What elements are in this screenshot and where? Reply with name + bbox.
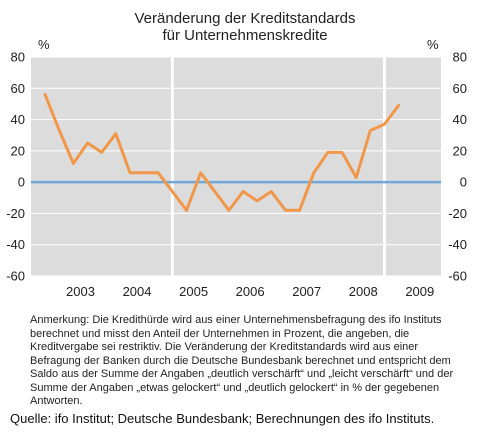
series-line-0 xyxy=(43,93,401,212)
y-unit-left: % xyxy=(38,37,50,52)
chart-title-line-2: für Unternehmenskredite xyxy=(162,27,328,44)
x-tick-label: 2005 xyxy=(179,284,208,299)
y-tick-label-right: 0 xyxy=(460,175,467,190)
x-tick-label: 2008 xyxy=(349,284,378,299)
y-tick-label-right: 60 xyxy=(453,81,467,96)
y-tick-label-left: 40 xyxy=(11,112,25,127)
y-tick-label-right: 20 xyxy=(453,143,467,158)
x-tick-label: 2007 xyxy=(292,284,321,299)
source-line: Quelle: ifo Institut; Deutsche Bundesban… xyxy=(10,411,435,426)
y-tick-label-right: -60 xyxy=(448,269,467,284)
x-tick-label: 2009 xyxy=(405,284,434,299)
y-tick-label-left: 0 xyxy=(18,175,25,190)
y-tick-label-left: -60 xyxy=(6,269,25,284)
chart-area: Veränderung der Kreditstandards für Unte… xyxy=(6,10,467,300)
y-tick-label-left: 20 xyxy=(11,143,25,158)
footnote: Anmerkung: Die Kredithürde wird aus eine… xyxy=(30,314,454,407)
x-tick-label: 2006 xyxy=(236,284,265,299)
x-tick-label: 2003 xyxy=(66,284,95,299)
line-chart: 80 80 60 60 40 40 20 20 0 0 -20 -20 -40 -40 -60 -60 2003… xyxy=(6,50,467,300)
y-tick-label-right: -40 xyxy=(448,237,467,252)
y-tick-label-right: -20 xyxy=(448,206,467,221)
y-tick-label-right: 40 xyxy=(453,112,467,127)
plot-background xyxy=(31,57,441,276)
chart-title-line-1: Veränderung der Kreditstandards xyxy=(134,10,356,27)
y-tick-label-left: 60 xyxy=(11,81,25,96)
y-tick-label-left: 80 xyxy=(11,50,25,65)
y-tick-label-left: -40 xyxy=(6,237,25,252)
y-unit-right: % xyxy=(427,37,439,52)
y-tick-label-right: 80 xyxy=(453,50,467,65)
y-tick-label-left: -20 xyxy=(6,206,25,221)
x-tick-label: 2004 xyxy=(123,284,152,299)
